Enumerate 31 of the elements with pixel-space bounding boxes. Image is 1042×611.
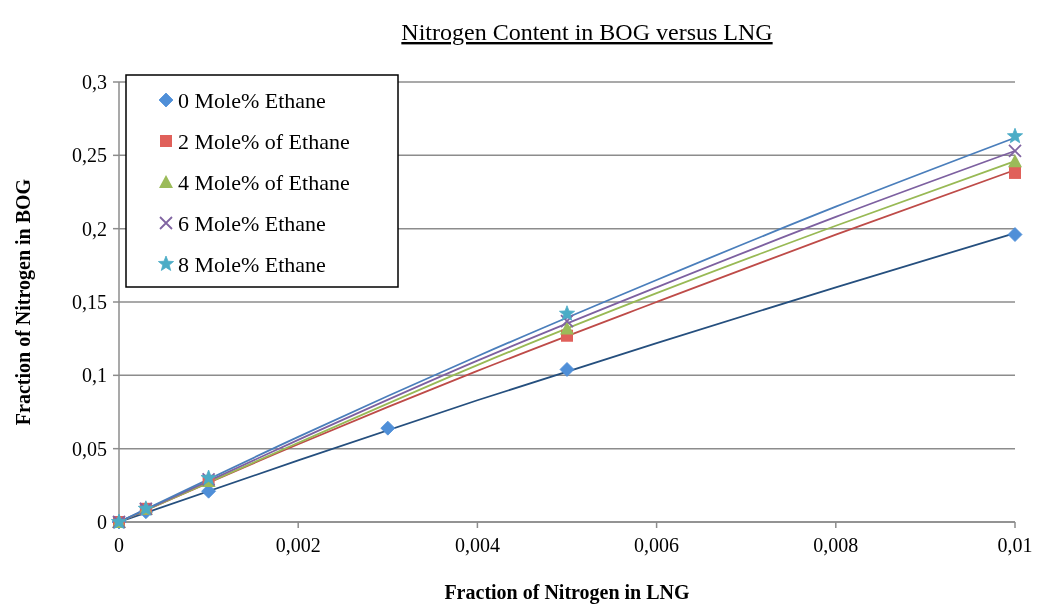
- point: [559, 361, 575, 377]
- point: [560, 321, 574, 335]
- point: [1006, 127, 1024, 144]
- y-tick-label: 0,05: [72, 437, 107, 460]
- point: [560, 314, 574, 328]
- x-axis-title: Fraction of Nitrogen in LNG: [444, 581, 691, 604]
- legend-label: 4 Mole% of Ethane: [178, 169, 350, 195]
- legend-label: 2 Mole% of Ethane: [178, 128, 350, 154]
- point: [1008, 154, 1022, 168]
- y-tick-label: 0,3: [82, 71, 107, 93]
- y-tick-label: 0,2: [82, 217, 107, 240]
- y-tick-label: 0,1: [82, 364, 107, 387]
- chart-title: Nitrogen Content in BOG versus LNG: [401, 19, 773, 45]
- y-tick-label: 0: [97, 511, 107, 533]
- point: [1008, 144, 1022, 158]
- x-tick-label: 0,01: [997, 534, 1033, 556]
- legend-label: 6 Mole% Ethane: [178, 210, 326, 236]
- legend-label: 8 Mole% Ethane: [178, 251, 326, 277]
- x-tick-label: 0,002: [275, 534, 321, 556]
- y-axis-title: Fraction of Nitrogen in BOG: [12, 178, 35, 426]
- point: [1007, 227, 1023, 243]
- y-tick-label: 0,25: [72, 144, 107, 167]
- x-tick-label: 0,004: [454, 534, 500, 556]
- y-tick-label: 0,15: [72, 291, 107, 313]
- x-tick-label: 0,008: [813, 534, 859, 556]
- point: [558, 305, 576, 321]
- legend-label: 0 Mole% Ethane: [178, 87, 326, 113]
- x-tick-label: 0: [114, 534, 124, 556]
- point: [1009, 166, 1021, 179]
- point: [380, 420, 396, 436]
- x-tick-label: 0,006: [634, 534, 680, 556]
